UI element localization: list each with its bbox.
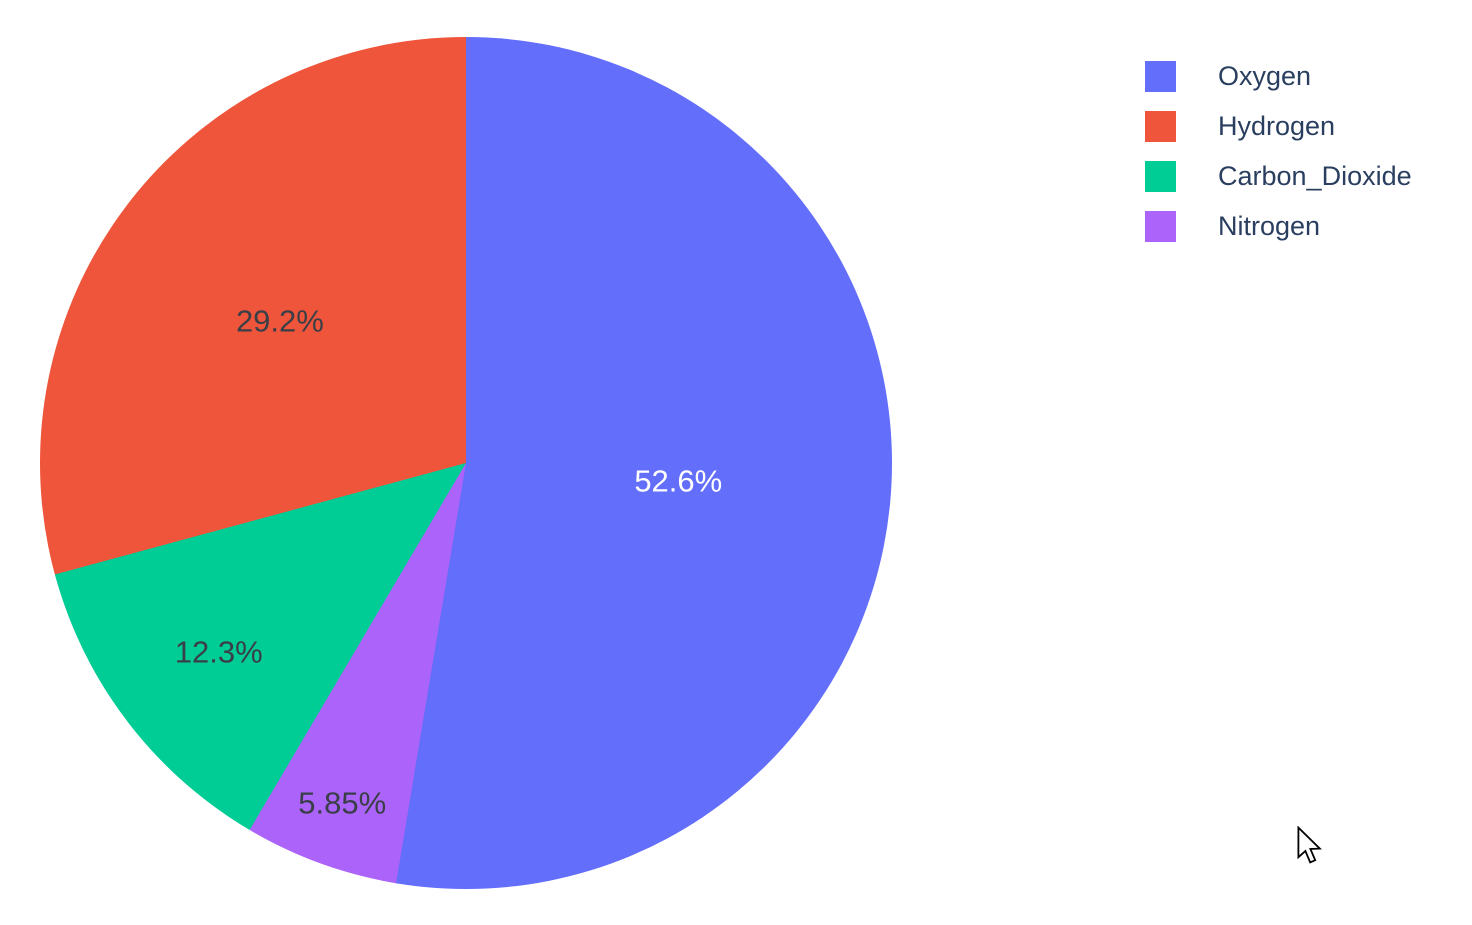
slice-label-oxygen: 52.6% (634, 463, 723, 499)
legend-item-hydrogen[interactable]: Hydrogen (1145, 101, 1412, 151)
legend-swatch-nitrogen-icon (1145, 210, 1176, 242)
legend-label-oxygen: Oxygen (1218, 60, 1312, 91)
legend-label-nitrogen: Nitrogen (1218, 210, 1321, 241)
legend-swatch-hydrogen-icon (1145, 110, 1176, 142)
legend-label-carbon-dioxide: Carbon_Dioxide (1218, 160, 1412, 191)
legend-swatch-carbon-dioxide-icon (1145, 160, 1176, 192)
legend-item-nitrogen[interactable]: Nitrogen (1145, 201, 1412, 251)
legend-swatch-oxygen-icon (1145, 60, 1176, 92)
pie-chart[interactable] (40, 37, 892, 889)
slice-label-nitrogen: 5.85% (298, 785, 387, 821)
legend: Oxygen Hydrogen Carbon_Dioxide Nitrogen (1145, 51, 1412, 251)
legend-label-hydrogen: Hydrogen (1218, 110, 1336, 141)
slice-label-carbon-dioxide: 12.3% (174, 634, 263, 670)
legend-item-carbon-dioxide[interactable]: Carbon_Dioxide (1145, 151, 1412, 201)
legend-item-oxygen[interactable]: Oxygen (1145, 51, 1412, 101)
arrow-cursor-icon (1297, 826, 1322, 864)
slice-label-hydrogen: 29.2% (235, 303, 324, 339)
